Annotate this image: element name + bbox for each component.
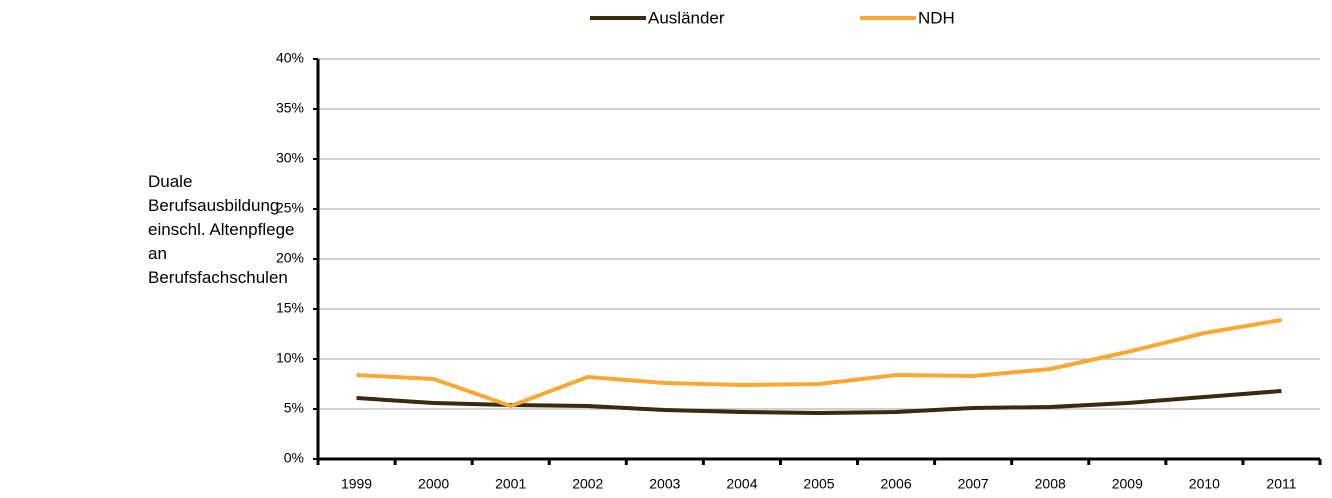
x-tick-label: 2006 (880, 476, 911, 492)
x-tick-label: 2005 (803, 476, 834, 492)
series-line (356, 318, 1282, 408)
legend-label: Ausländer (648, 8, 725, 27)
y-tick-label: 20% (276, 250, 304, 266)
x-tick-label: 2007 (958, 476, 989, 492)
x-tick-label: 2009 (1112, 476, 1143, 492)
x-tick-label: 2001 (495, 476, 526, 492)
y-tick-label: 15% (276, 300, 304, 316)
y-tick-label: 35% (276, 100, 304, 116)
x-tick-label: 2000 (418, 476, 449, 492)
y-tick-label: 0% (284, 450, 304, 466)
x-tick-label: 2011 (1266, 476, 1296, 492)
y-tick-label: 10% (276, 350, 304, 366)
legend-label: NDH (918, 8, 955, 27)
y-tick-label: 30% (276, 150, 304, 166)
x-tick-label: 2002 (572, 476, 603, 492)
x-tick-label: 2004 (726, 476, 757, 492)
y-tick-label: 5% (284, 400, 304, 416)
x-tick-label: 1999 (341, 476, 372, 492)
x-tick-label: 2003 (649, 476, 680, 492)
x-tick-label: 2008 (1035, 476, 1066, 492)
x-tick-label: 2010 (1189, 476, 1220, 492)
y-axis-label: Duale Berufsausbildung einschl. Altenpfl… (148, 172, 295, 287)
y-tick-label: 40% (276, 50, 304, 66)
y-tick-label: 25% (276, 200, 304, 216)
